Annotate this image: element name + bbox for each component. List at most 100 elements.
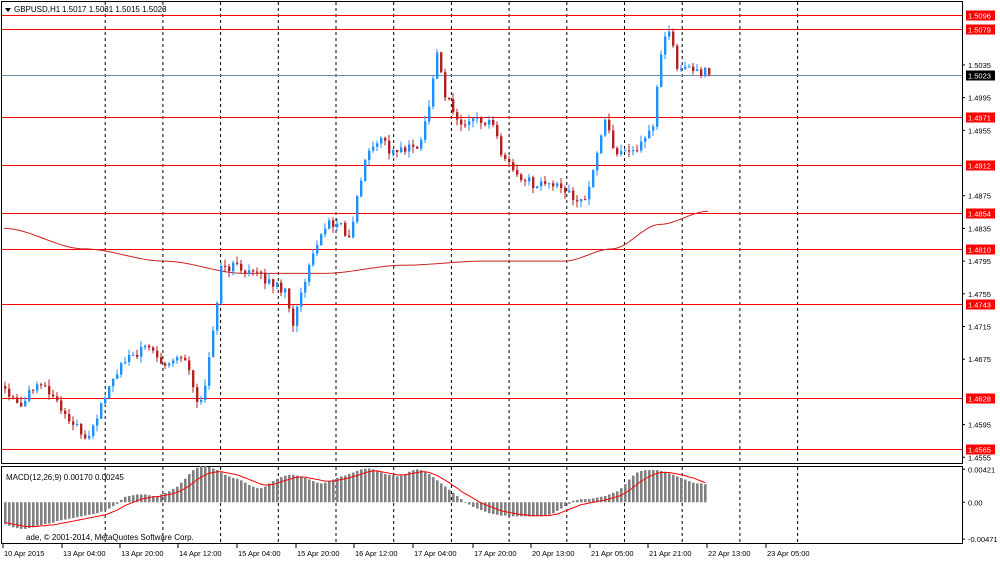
macd-bar (460, 499, 463, 503)
macd-bar (188, 474, 191, 503)
macd-bar (68, 502, 71, 519)
macd-bar (652, 470, 655, 503)
bear-candle (272, 279, 275, 287)
macd-bar (264, 486, 267, 503)
bear-candle (448, 97, 451, 100)
bear-candle (500, 136, 503, 155)
price-level-tag (966, 160, 995, 171)
bull-candle (116, 374, 119, 379)
bull-candle (704, 67, 707, 76)
bull-candle (364, 160, 367, 181)
bull-candle (220, 265, 223, 304)
bear-candle (676, 45, 679, 69)
horizontal-levels (2, 15, 962, 450)
macd-bar (104, 502, 107, 511)
time-tick-label: 16 Apr 12:00 (355, 549, 398, 558)
time-tick-label: 10 Apr 2015 (4, 549, 44, 558)
bull-candle (88, 435, 91, 439)
bear-candle (452, 99, 455, 113)
macd-bar (424, 471, 427, 503)
bull-candle (200, 400, 203, 402)
macd-indicator: 0.00421 0.00 -0.00471 (4, 465, 998, 544)
vertical-grid (104, 2, 799, 543)
macd-bar (8, 502, 11, 526)
bear-candle (384, 137, 387, 141)
bull-candle (104, 398, 107, 404)
macd-bar (176, 486, 179, 503)
macd-bar (352, 472, 355, 503)
macd-bar (436, 480, 439, 503)
bull-candle (660, 54, 663, 87)
bear-candle (152, 347, 155, 351)
macd-bar (32, 502, 35, 528)
macd-bar (64, 502, 67, 520)
bull-candle (324, 228, 327, 235)
price-level-value: 1.5079 (968, 26, 991, 35)
macd-bar (196, 467, 199, 503)
macd-bar (440, 483, 443, 503)
bear-candle (388, 140, 391, 154)
macd-bar (304, 477, 307, 503)
bull-candle (432, 78, 435, 107)
bull-candle (24, 400, 27, 407)
macd-bar (292, 474, 295, 503)
bear-candle (8, 388, 11, 397)
macd-bar (180, 482, 183, 503)
time-tick-label: 15 Apr 04:00 (238, 549, 281, 558)
macd-bar (548, 502, 551, 515)
macd-bar (156, 495, 159, 503)
time-tick-label: 14 Apr 12:00 (179, 549, 222, 558)
macd-bar (476, 502, 479, 509)
price-level-tag (966, 244, 995, 255)
bull-candle (644, 137, 647, 142)
price-tick-label: 1.4995 (968, 94, 991, 103)
macd-bar (80, 502, 83, 517)
macd-bar (420, 470, 423, 503)
bear-candle (464, 124, 467, 126)
bear-candle (136, 354, 139, 357)
bull-candle (580, 199, 583, 202)
macd-bar (400, 475, 403, 503)
macd-bar (164, 492, 167, 503)
bear-candle (576, 199, 579, 202)
macd-bar (704, 484, 707, 503)
macd-bar (448, 489, 451, 503)
macd-bar (220, 472, 223, 503)
bull-candle (400, 147, 403, 153)
macd-bar (300, 476, 303, 503)
bear-candle (160, 357, 163, 364)
macd-bar (688, 481, 691, 503)
macd-tick-label: 0.00421 (968, 465, 995, 474)
macd-bar (248, 485, 251, 503)
macd-bar (140, 494, 143, 503)
macd-bar (372, 469, 375, 503)
macd-label: MACD(12,26,9) 0.00170 0.00245 (6, 473, 124, 482)
macd-signal-line (5, 470, 706, 528)
macd-bar (192, 470, 195, 503)
bear-candle (572, 190, 575, 200)
bear-candle (180, 357, 183, 359)
macd-bar (244, 482, 247, 503)
macd-bar (416, 469, 419, 503)
bull-candle (312, 253, 315, 266)
macd-bar (256, 488, 259, 503)
bull-candle (528, 177, 531, 182)
bear-candle (148, 345, 151, 348)
macd-bar (404, 474, 407, 503)
macd-bar (500, 502, 503, 516)
macd-bar (48, 502, 51, 524)
macd-bar (320, 483, 323, 503)
macd-bar (200, 466, 203, 503)
bull-candle (408, 144, 411, 152)
bull-candle (132, 354, 135, 356)
bull-candle (568, 190, 571, 193)
bear-candle (332, 220, 335, 227)
macd-bar (76, 502, 79, 518)
chart-symbol: GBPUSD,H1 (14, 5, 61, 14)
bear-candle (512, 162, 515, 171)
bull-candle (588, 186, 591, 200)
price-level-tag (966, 299, 995, 310)
chart-menu-arrow-icon[interactable] (5, 8, 11, 12)
candlesticks (4, 25, 711, 441)
